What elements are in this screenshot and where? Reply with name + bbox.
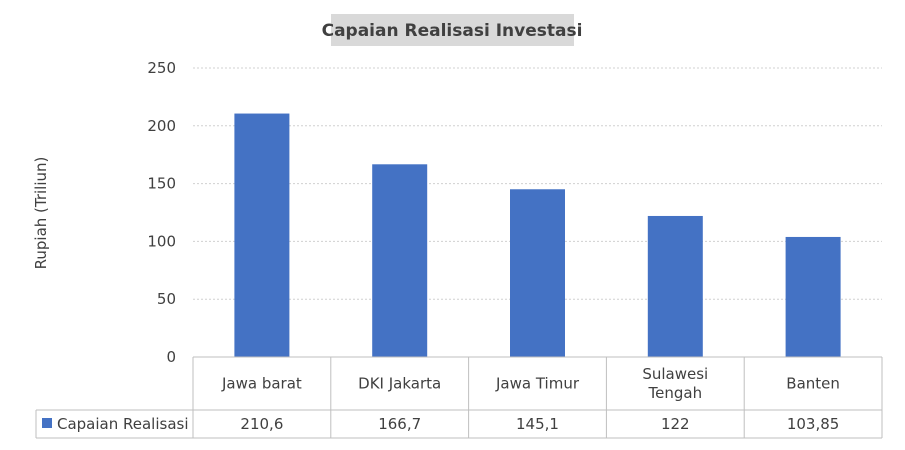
x-category-label: Jawa barat (221, 375, 302, 393)
chart-title-box (331, 14, 574, 46)
y-tick-label: 0 (166, 348, 176, 366)
y-tick-label: 150 (147, 175, 176, 193)
bars (234, 113, 841, 357)
chart-title: Capaian Realisasi Investasi (322, 21, 583, 41)
data-table-value: 210,6 (240, 415, 283, 433)
bar (372, 164, 428, 357)
y-tick-label: 100 (147, 232, 176, 250)
y-tick-label: 250 (147, 59, 176, 77)
data-table: Jawa barat DKI Jakarta Jawa Timur SulawesiT… (35, 356, 883, 439)
data-table-value: 166,7 (378, 415, 421, 433)
y-tick-label: 200 (147, 117, 176, 135)
bar (785, 236, 841, 357)
data-table-value: 103,85 (787, 415, 840, 433)
bar (647, 215, 703, 357)
x-category-label: Sulawesi (642, 365, 708, 383)
x-category-label: Tengah (648, 384, 703, 402)
bar (234, 113, 290, 357)
bar (510, 189, 565, 357)
x-category-label: DKI Jakarta (358, 375, 441, 393)
y-tick-labels: 0 50 100 150 200 250 (147, 59, 176, 366)
x-category-label: Banten (786, 375, 840, 393)
y-tick-label: 50 (157, 290, 176, 308)
data-table-value: 122 (661, 415, 690, 433)
legend-swatch (42, 418, 52, 428)
data-table-value: 145,1 (516, 415, 559, 433)
x-category-label: Jawa Timur (495, 375, 580, 393)
y-axis-label: Rupiah (Triliun) (32, 157, 50, 270)
legend-series-name: Capaian Realisasi (57, 415, 189, 433)
